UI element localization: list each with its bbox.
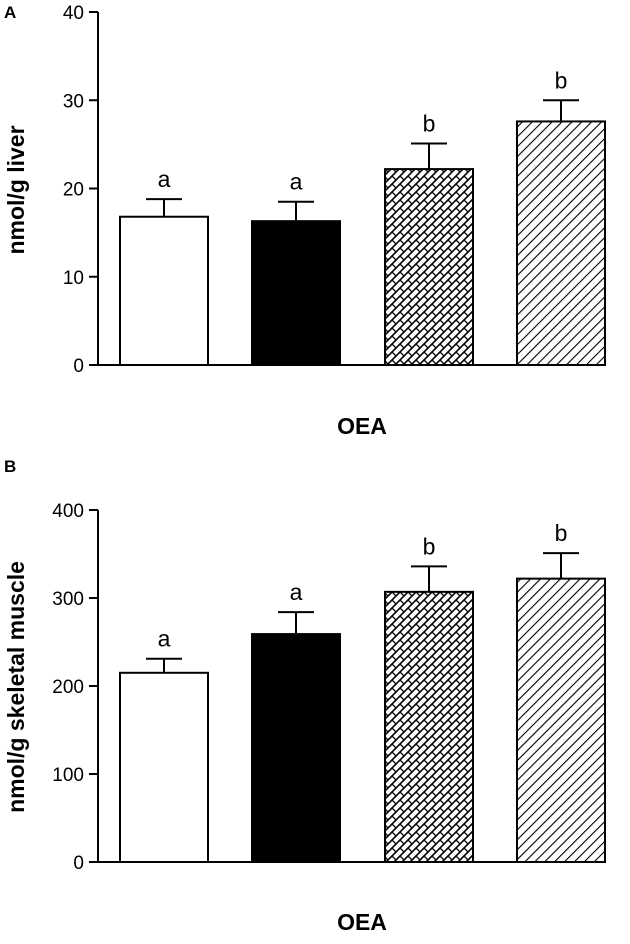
- y-tick-label: 30: [63, 91, 84, 112]
- y-tick-label: 100: [52, 765, 84, 786]
- y-tick-label: 400: [52, 501, 84, 522]
- bar: [516, 120, 606, 367]
- x-axis-label: OEA: [337, 413, 387, 439]
- significance-label: a: [290, 169, 303, 195]
- panel-b: B nmol/g skeletal muscle OEA 0 100 200 300 4…: [3, 457, 606, 935]
- panel-letter: B: [4, 457, 16, 476]
- significance-label: a: [290, 579, 303, 605]
- y-tick-label: 10: [63, 268, 84, 289]
- bar: [516, 577, 606, 863]
- panel-letter: A: [4, 3, 16, 22]
- y-tick-label: 200: [52, 677, 84, 698]
- bar: [251, 220, 341, 366]
- y-tick-label: 40: [63, 3, 84, 24]
- y-tick-label: 300: [52, 589, 84, 610]
- y-axis-label: nmol/g liver: [3, 125, 29, 254]
- significance-label: b: [555, 67, 568, 93]
- bar: [251, 633, 341, 864]
- bar: [384, 590, 474, 864]
- bars: a a b b: [119, 520, 606, 864]
- significance-label: b: [423, 110, 436, 136]
- bars: a a b b: [119, 67, 606, 367]
- y-tick-label: 0: [73, 853, 84, 874]
- panel-a: A nmol/g liver OEA 0 10 20 30 40 a a b b: [3, 3, 606, 439]
- significance-label: a: [158, 626, 171, 652]
- significance-label: a: [158, 166, 171, 192]
- bar: [119, 671, 209, 863]
- significance-label: b: [423, 533, 436, 559]
- significance-label: b: [555, 520, 568, 546]
- y-axis-label: nmol/g skeletal muscle: [3, 561, 29, 813]
- y-tick-label: 20: [63, 180, 84, 201]
- bar: [384, 168, 474, 366]
- x-axis-label: OEA: [337, 909, 387, 935]
- bar: [119, 215, 209, 366]
- y-tick-label: 0: [73, 356, 84, 377]
